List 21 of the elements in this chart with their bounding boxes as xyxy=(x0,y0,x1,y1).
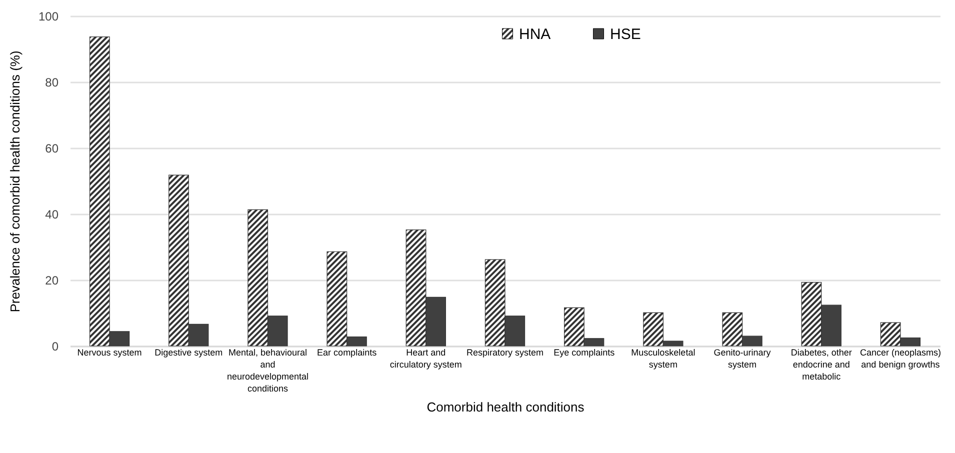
x-tick-label: Eye complaints xyxy=(554,348,616,358)
x-tick-label: Mental, behavioural and neurodevelopmental conditions xyxy=(226,348,309,394)
y-tick-label: 80 xyxy=(45,76,59,90)
x-tick-label: Cancer (neoplasms) and benign growths xyxy=(860,348,941,370)
y-tick-label: 40 xyxy=(45,208,59,222)
x-tick-label: Genito-urinary system xyxy=(714,348,772,370)
y-tick-label: 60 xyxy=(45,142,59,156)
legend-label: HSE xyxy=(610,26,641,43)
y-tick-label: 0 xyxy=(52,340,59,354)
y-tick-label: 100 xyxy=(38,10,59,24)
x-tick-label: Heart and circulatory system xyxy=(390,348,462,370)
x-tick-label: Digestive system xyxy=(154,348,223,358)
x-axis-title: Comorbid health conditions xyxy=(426,400,585,414)
x-tick-label: Diabetes, other endocrine and metabolic xyxy=(790,348,852,382)
x-tick-label: Nervous system xyxy=(77,348,142,358)
y-tick-label: 20 xyxy=(45,274,59,288)
y-axis-title: Prevalence of comorbid health conditions (%) xyxy=(7,50,22,312)
x-tick-label: Respiratory system xyxy=(466,348,544,358)
x-tick-label: Ear complaints xyxy=(317,348,378,358)
x-tick-label: Musculoskeletal system xyxy=(631,348,696,370)
legend-label: HNA xyxy=(519,26,551,43)
